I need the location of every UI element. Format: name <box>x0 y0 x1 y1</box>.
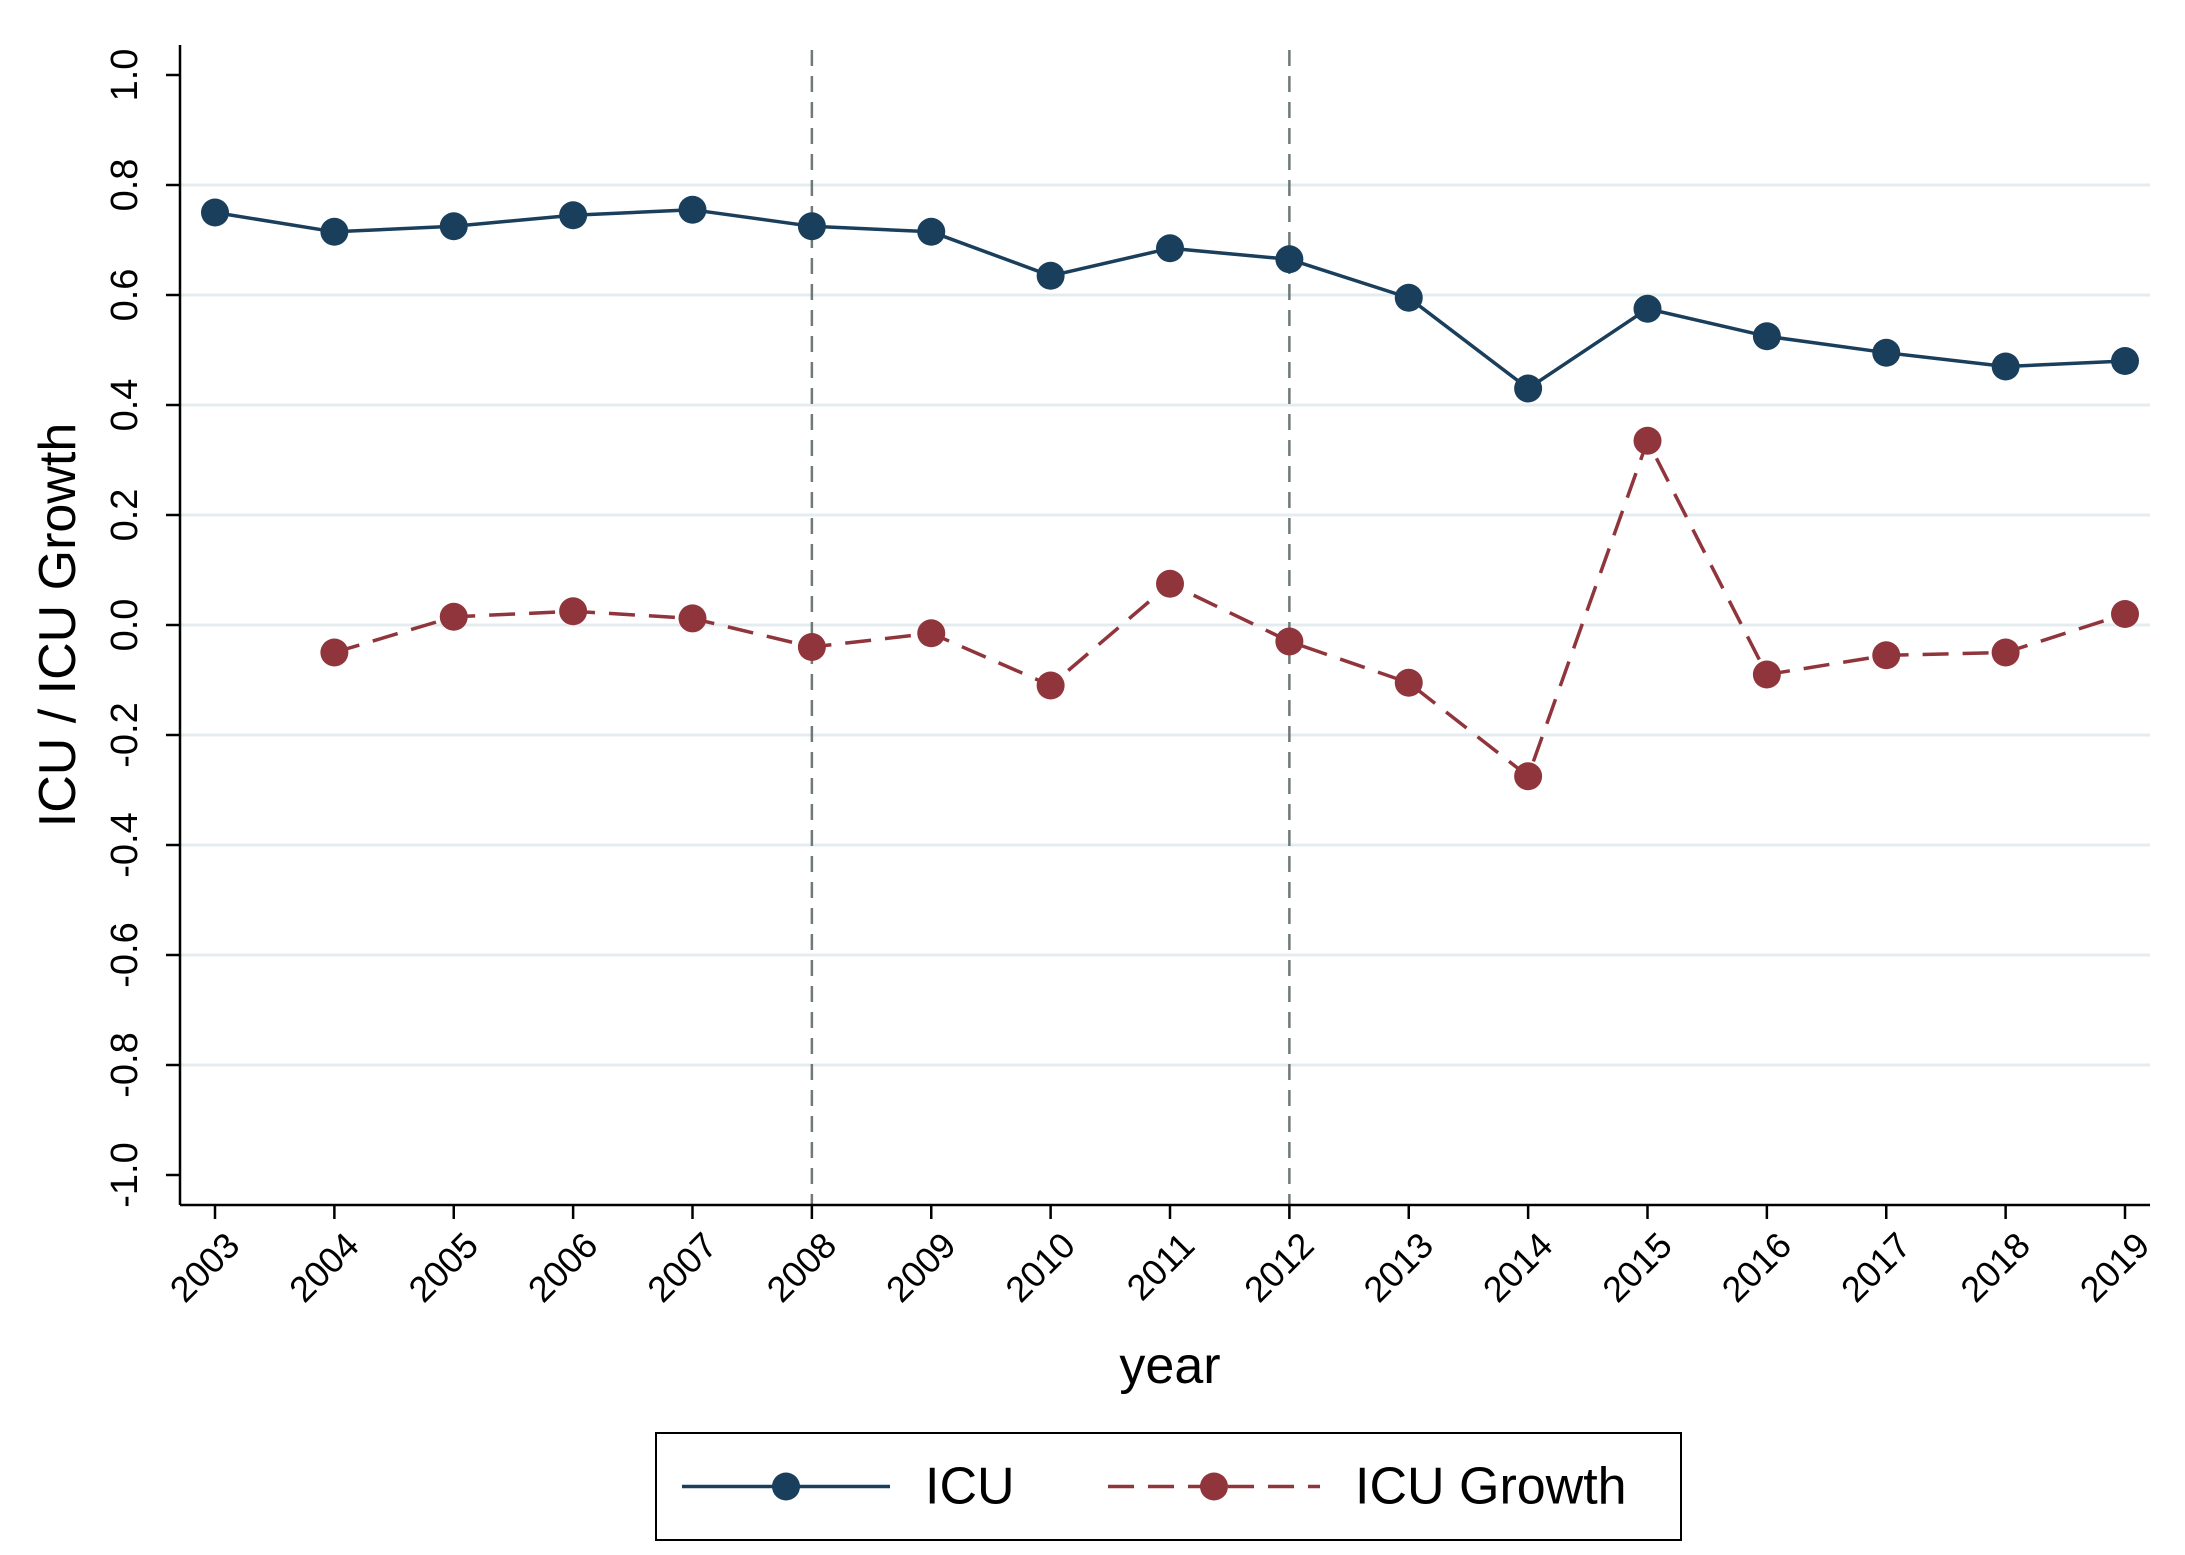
x-tick-label: 2008 <box>759 1224 845 1310</box>
data-point <box>1394 668 1423 697</box>
data-point <box>1872 338 1901 367</box>
x-tick-label: 2019 <box>2072 1224 2158 1310</box>
data-point <box>1275 627 1304 656</box>
data-point <box>797 212 826 241</box>
x-tick-label: 2005 <box>400 1224 486 1310</box>
series-line <box>333 439 2126 779</box>
data-point <box>439 212 468 241</box>
data-point <box>1156 569 1184 598</box>
x-tick-label: 2003 <box>162 1224 248 1310</box>
gridlines <box>180 183 2150 1067</box>
x-axis-title: year <box>1119 1337 1220 1395</box>
data-point <box>201 198 229 227</box>
data-point <box>1036 671 1065 700</box>
data-point <box>678 195 707 224</box>
x-tick-label: 2010 <box>997 1224 1083 1310</box>
x-tick-label: 2012 <box>1236 1224 1322 1310</box>
data-point <box>1156 234 1184 263</box>
data-point <box>1633 294 1662 323</box>
data-point <box>2111 600 2139 628</box>
axes: -1.0 -0.8 -0.6 -0.4 -0.2 0.0 0.2 0.4 0.6 0.8 1.0 20… <box>104 45 2157 1310</box>
data-point <box>439 602 468 631</box>
y-tick-label: -0.4 <box>104 812 146 877</box>
data-point <box>1394 283 1423 312</box>
data-point <box>320 217 349 246</box>
y-tick-label: 1.0 <box>104 49 146 102</box>
data-point <box>797 633 826 661</box>
series-icu-growth <box>320 426 2139 791</box>
legend-items: ICU ICU Growth <box>682 1458 1627 1516</box>
data-point <box>1633 426 1662 455</box>
data-point <box>1514 762 1543 791</box>
data-point <box>1752 660 1781 689</box>
series <box>201 195 2139 791</box>
x-tick-label: 2017 <box>1833 1224 1919 1310</box>
y-tick-label: -0.6 <box>104 922 146 987</box>
data-point <box>559 597 588 626</box>
y-tick-label: -1.0 <box>104 1142 146 1207</box>
reference-lines <box>810 50 1291 1205</box>
legend-label: ICU <box>925 1458 1015 1516</box>
data-point <box>1752 322 1781 351</box>
data-point <box>917 217 946 246</box>
data-point <box>1036 261 1065 290</box>
legend: ICU ICU Growth <box>655 1432 1682 1541</box>
y-tick-label: 0.2 <box>104 489 146 542</box>
y-tick-label: 0.4 <box>104 379 146 432</box>
y-tick-label: 0.6 <box>104 269 146 322</box>
y-axis-title: ICU / ICU Growth <box>29 423 87 828</box>
data-point <box>1991 638 2020 667</box>
data-point <box>1514 374 1543 403</box>
y-tick-label: 0.8 <box>104 159 146 212</box>
x-tick-label: 2011 <box>1119 1224 1203 1308</box>
x-tick-label: 2007 <box>639 1224 725 1310</box>
legend-item: ICU <box>682 1458 1015 1516</box>
legend-item: ICU Growth <box>1108 1458 1627 1516</box>
series-icu <box>201 195 2139 403</box>
x-tick-label: 2016 <box>1714 1224 1800 1310</box>
data-point <box>2111 347 2139 375</box>
data-point <box>1991 352 2020 381</box>
x-tick-label: 2006 <box>520 1224 606 1310</box>
x-tick-label: 2015 <box>1594 1224 1680 1310</box>
y-tick-label: -0.2 <box>104 702 146 767</box>
x-tick-label: 2014 <box>1475 1224 1561 1310</box>
x-tick-label: 2013 <box>1355 1224 1441 1310</box>
data-point <box>320 638 349 667</box>
data-point <box>917 619 946 648</box>
x-tick-label: 2009 <box>878 1224 964 1310</box>
legend-swatch-marker <box>1200 1472 1228 1501</box>
legend-swatch-marker <box>772 1472 800 1501</box>
x-tick-label: 2004 <box>281 1224 367 1310</box>
data-point <box>678 604 707 633</box>
data-point <box>1275 245 1304 274</box>
data-point <box>1872 641 1901 670</box>
x-tick-label: 2018 <box>1952 1224 2038 1310</box>
data-point <box>559 201 588 230</box>
y-tick-label: 0.0 <box>104 599 146 652</box>
legend-label: ICU Growth <box>1355 1458 1627 1516</box>
y-tick-label: -0.8 <box>104 1032 146 1097</box>
